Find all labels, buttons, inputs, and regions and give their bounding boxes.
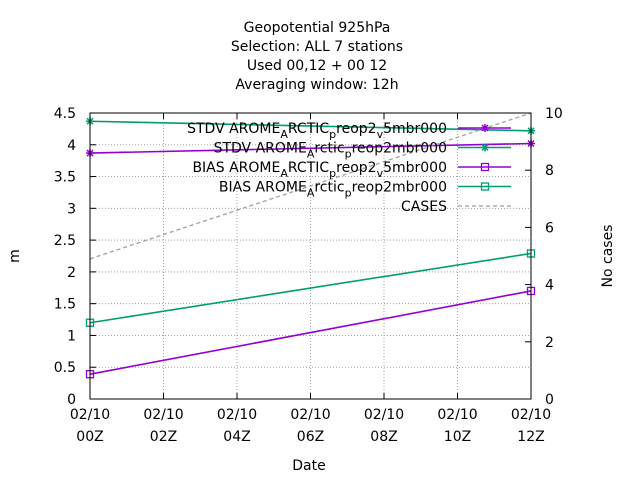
legend-label-part: RCTIC [288,160,329,176]
y-tick-label: 0.5 [54,360,76,376]
y2-tick-label: 2 [545,335,554,351]
legend-label-part: v [377,128,384,141]
legend-label-part: p [329,167,336,180]
legend-label-part: reop2mbr000 [352,141,447,157]
legend-label-part: RCTIC [288,121,329,137]
chart-title-line: Used 00,12 + 00 12 [247,58,387,74]
legend-label-part: A [280,167,288,180]
data-point-asterisk [481,143,489,152]
y2-tick-label: 10 [545,106,563,122]
series-line [89,252,532,324]
y-tick-label: 1 [67,328,76,344]
y-tick-label: 4 [67,138,76,154]
legend-label-part: A [307,187,315,200]
legend-label-part: A [280,128,288,141]
data-point-square [480,162,490,172]
chart-title: Geopotential 925hPa Selection: ALL 7 stat… [231,20,403,93]
y-tick-label: 0 [67,392,76,408]
legend-label-part: BIAS AROME [192,160,280,176]
y-axis-label: m [7,249,23,263]
y2-tick-label: 4 [545,278,554,294]
x-tick-label-hour: 06Z [297,429,324,445]
x-tick-label-hour: 10Z [444,429,471,445]
x-tick-label-date: 02/10 [511,407,551,423]
legend-label-part: p [345,187,352,200]
x-tick-label-hour: 08Z [370,429,397,445]
y2-tick-label: 6 [545,220,554,236]
chart-title-line: Selection: ALL 7 stations [231,39,403,55]
y-tick-label: 4.5 [54,106,76,122]
legend-label-part: A [307,148,315,161]
legend-label-part: reop2mbr000 [352,180,447,196]
legend-label-part: STDV AROME [187,121,280,137]
axis-ticks: 0 0.5 1 1.5 2 2.5 3 3.5 4 4.5 0 2 4 6 8 10 02/10 00Z 02/10… [54,106,563,445]
legend-label-part: 5mbr000 [383,121,447,137]
legend-entry-label: STDV AROMEARCTICpreop2v5mbr000 [187,121,447,141]
legend-entry-label: CASES [401,199,447,215]
x-tick-label-date: 02/10 [70,407,110,423]
legend-entry-label: STDV AROMEArcticpreop2mbr000 [214,141,447,161]
series-2 [85,286,536,379]
legend-label-part: 5mbr000 [383,160,447,176]
y2-tick-label: 0 [545,392,554,408]
x-tick-label-hour: 04Z [223,429,250,445]
legend-label-part: BIAS AROME [219,180,307,196]
x-tick-label-date: 02/10 [217,407,257,423]
y-tick-label: 3 [67,201,76,217]
legend-label-part: rctic [314,141,344,157]
x-tick-label-date: 02/10 [364,407,404,423]
legend-label-part: p [345,148,352,161]
x-axis-label: Date [292,458,325,474]
series-line [89,290,532,375]
y-tick-label: 3.5 [54,170,76,186]
data-point-square [480,182,490,191]
series-line [89,112,532,260]
chart-title-line: Averaging window: 12h [235,77,398,93]
series-4 [89,112,532,260]
y-tick-label: 2.5 [54,233,76,249]
y-tick-label: 1.5 [54,297,76,313]
chart-title-line: Geopotential 925hPa [244,20,391,36]
legend-label-part: rctic [314,180,344,196]
legend-entry-label: BIAS AROMEArcticpreop2mbr000 [219,180,447,200]
legend-label-part: v [377,167,384,180]
series-line [89,120,532,132]
x-tick-label-hour: 00Z [76,429,103,445]
legend-label-part: STDV AROME [214,141,307,157]
legend-entry-label: BIAS AROMEARCTICpreop2v5mbr000 [192,160,447,180]
legend-label-part: reop2 [336,160,376,176]
y2-tick-label: 8 [545,163,554,179]
legend-label-part: reop2 [336,121,376,137]
x-tick-label-hour: 02Z [150,429,177,445]
x-tick-label-date: 02/10 [437,407,477,423]
y-tick-label: 2 [67,265,76,281]
data-point-asterisk [481,124,489,132]
series-line [89,142,532,154]
x-tick-label-hour: 12Z [517,429,544,445]
y2-axis-label: No cases [600,225,616,288]
x-tick-label-date: 02/10 [290,407,330,423]
x-tick-label-date: 02/10 [143,407,183,423]
legend-label-part: p [329,128,336,141]
legend-label-part: CASES [401,199,447,215]
